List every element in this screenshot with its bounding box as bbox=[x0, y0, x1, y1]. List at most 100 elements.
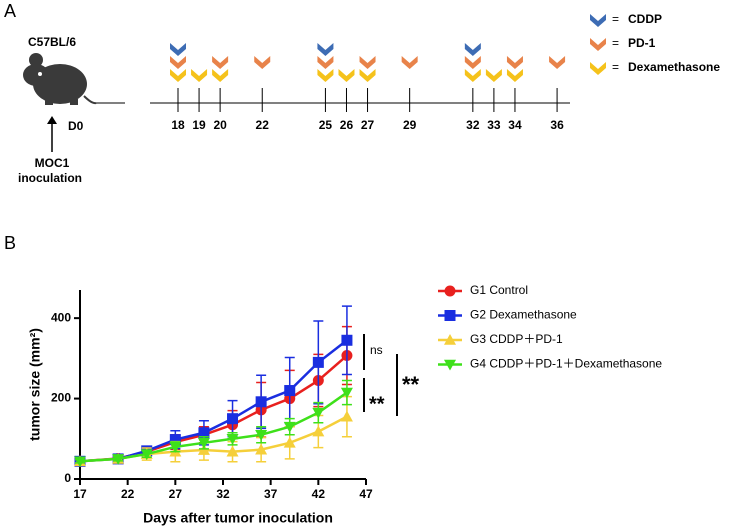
series-line bbox=[79, 391, 348, 463]
data-point bbox=[312, 407, 325, 419]
dose-chevron bbox=[317, 69, 334, 82]
data-point bbox=[227, 413, 239, 425]
data-point bbox=[340, 410, 353, 422]
y-tick-label: 400 bbox=[51, 310, 71, 324]
inoculation-label: MOC1 bbox=[35, 156, 70, 170]
day-label: 18 bbox=[171, 118, 185, 132]
panel-label: B bbox=[4, 233, 16, 253]
y-axis-label: tumor size (mm²) bbox=[27, 328, 43, 441]
dose-chevron bbox=[170, 69, 186, 82]
data-point bbox=[226, 445, 239, 457]
data-point bbox=[112, 454, 125, 465]
day-label: 36 bbox=[550, 118, 564, 132]
data-point bbox=[169, 434, 181, 446]
data-point bbox=[255, 396, 267, 408]
data-point bbox=[341, 334, 353, 346]
legend-label: G2 Dexamethasone bbox=[470, 308, 577, 322]
legend-chevron bbox=[590, 62, 606, 75]
data-point bbox=[283, 436, 296, 448]
dose-chevron bbox=[254, 56, 271, 69]
dose-chevron bbox=[506, 69, 523, 82]
x-tick-label: 47 bbox=[359, 487, 373, 501]
legend-label: G3 CDDP＋PD-1 bbox=[470, 332, 563, 346]
mouse-icon bbox=[23, 53, 97, 105]
x-tick-label: 22 bbox=[121, 487, 135, 501]
inoculation-label: inoculation bbox=[18, 171, 82, 185]
dose-chevron bbox=[359, 56, 376, 69]
legend-chevron bbox=[590, 38, 606, 51]
arrow-head bbox=[47, 116, 57, 124]
legend-label: CDDP bbox=[628, 12, 662, 26]
x-axis-label: Days after tumor inoculation bbox=[143, 510, 333, 526]
day-label: 32 bbox=[466, 118, 480, 132]
data-point bbox=[255, 443, 268, 455]
legend-marker bbox=[444, 359, 456, 371]
data-point bbox=[283, 421, 296, 433]
data-point bbox=[140, 449, 153, 461]
day0-label: D0 bbox=[68, 119, 84, 133]
day-label: 27 bbox=[361, 118, 375, 132]
data-point bbox=[312, 356, 324, 368]
dose-chevron bbox=[506, 56, 523, 69]
data-point bbox=[255, 429, 268, 441]
day-label: 22 bbox=[256, 118, 270, 132]
legend-sign: = bbox=[612, 12, 619, 26]
annotation: ** bbox=[369, 393, 385, 415]
dose-chevron bbox=[359, 69, 376, 82]
dose-chevron bbox=[464, 43, 481, 56]
series-line bbox=[79, 354, 348, 463]
legend-label: G1 Control bbox=[470, 283, 528, 297]
legend-label: Dexamethasone bbox=[628, 60, 720, 74]
legend-marker bbox=[444, 334, 456, 345]
x-tick-label: 27 bbox=[169, 487, 183, 501]
legend-label: PD-1 bbox=[628, 36, 656, 50]
dose-chevron bbox=[549, 56, 566, 69]
legend-sign: = bbox=[612, 60, 619, 74]
day-label: 25 bbox=[319, 118, 333, 132]
x-tick-label: 37 bbox=[264, 487, 278, 501]
legend-marker bbox=[444, 285, 456, 297]
data-point bbox=[169, 442, 182, 453]
data-point bbox=[284, 385, 296, 397]
legend-label: G4 CDDP＋PD-1＋Dexamethasone bbox=[470, 357, 662, 371]
day-label: 19 bbox=[192, 118, 206, 132]
day-label: 33 bbox=[487, 118, 501, 132]
y-tick-label: 0 bbox=[64, 471, 71, 485]
day-label: 34 bbox=[508, 118, 522, 132]
day-label: 29 bbox=[403, 118, 417, 132]
significance-brackets bbox=[363, 334, 398, 416]
dose-chevron bbox=[212, 56, 229, 69]
data-point bbox=[226, 433, 239, 445]
dose-chevron bbox=[170, 56, 186, 69]
dose-chevron bbox=[317, 56, 334, 69]
panel-label: A bbox=[4, 1, 16, 21]
dose-chevron bbox=[170, 43, 186, 56]
data-point bbox=[198, 427, 210, 439]
strain-label: C57BL/6 bbox=[28, 35, 76, 49]
dose-chevron bbox=[212, 69, 229, 82]
annotation: ** bbox=[402, 372, 420, 397]
dose-chevron bbox=[485, 69, 502, 82]
legend-marker bbox=[444, 310, 456, 321]
dose-chevron bbox=[191, 69, 208, 82]
legend-chevron bbox=[590, 14, 606, 27]
x-tick-label: 32 bbox=[216, 487, 230, 501]
dose-chevron bbox=[338, 69, 355, 82]
dose-chevron bbox=[464, 69, 481, 82]
x-tick-label: 17 bbox=[73, 487, 87, 501]
data-point bbox=[340, 387, 353, 399]
annotation: ns bbox=[370, 343, 383, 357]
day-label: 20 bbox=[213, 118, 227, 132]
legend-sign: = bbox=[612, 36, 619, 50]
dose-chevron bbox=[464, 56, 481, 69]
day-label: 26 bbox=[340, 118, 354, 132]
data-point bbox=[197, 438, 210, 449]
series-line bbox=[79, 339, 348, 463]
dose-chevron bbox=[401, 56, 418, 69]
data-point bbox=[312, 425, 325, 437]
y-tick-label: 200 bbox=[51, 391, 71, 405]
data-point bbox=[74, 456, 86, 468]
dose-chevron bbox=[317, 43, 334, 56]
x-tick-label: 42 bbox=[312, 487, 326, 501]
